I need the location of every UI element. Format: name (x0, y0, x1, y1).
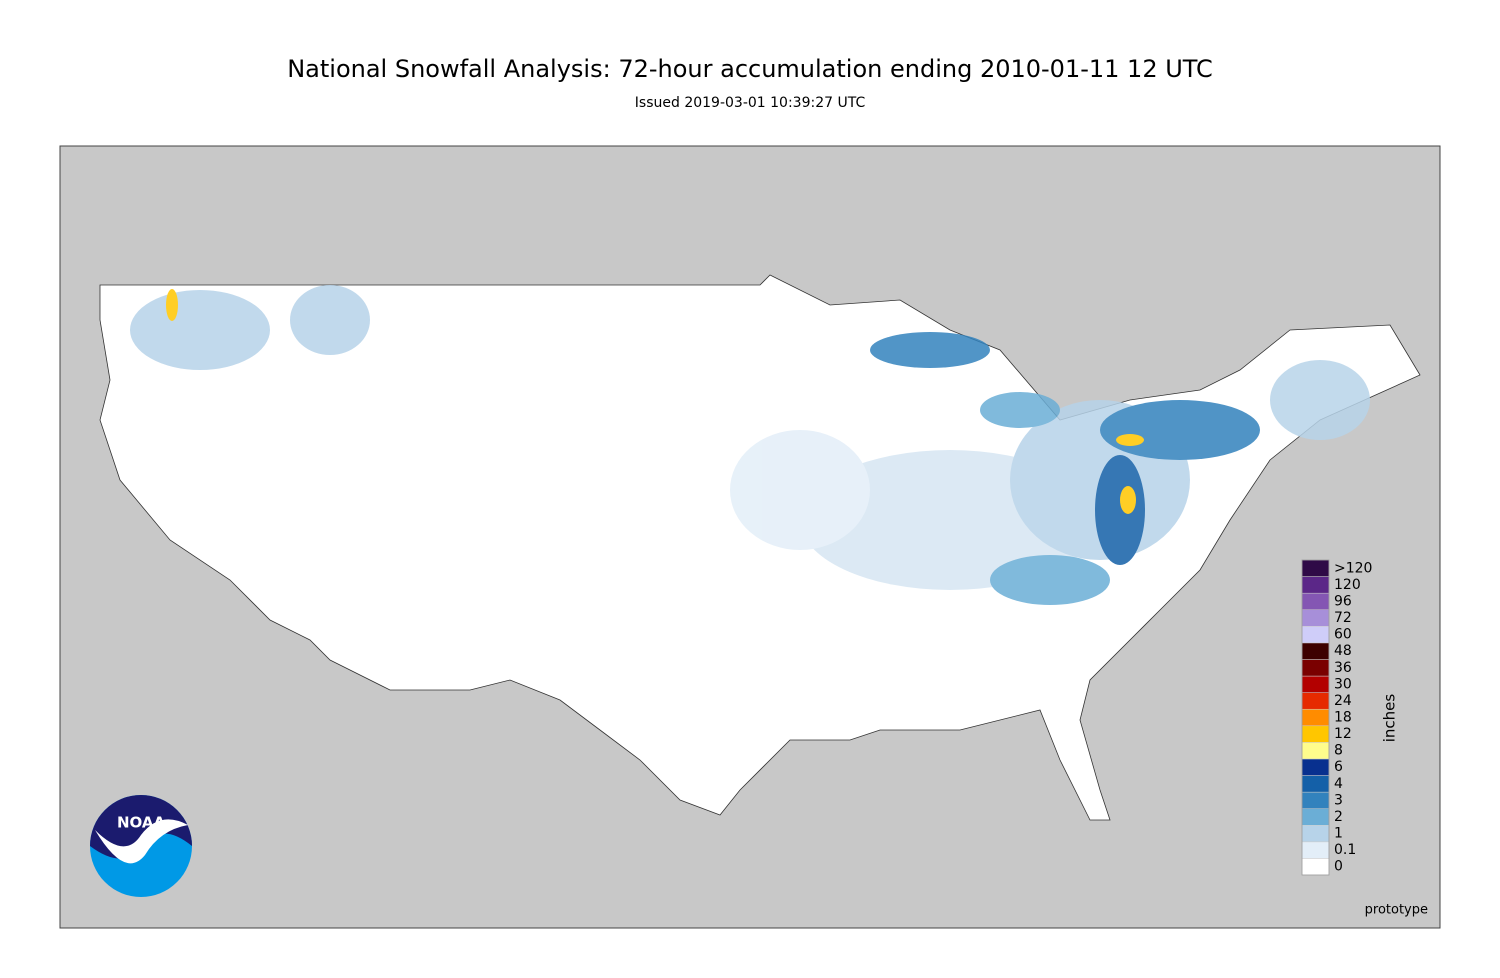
colorbar-label: 18 (1334, 710, 1352, 726)
colorbar-label: 48 (1334, 643, 1352, 659)
colorbar-unit: inches (1381, 694, 1399, 743)
map: NOAA prototype (59, 145, 1441, 929)
colorbar-box (1301, 592, 1330, 610)
colorbar-label: >120 (1334, 560, 1372, 576)
snow-areas (130, 285, 1370, 605)
colorbar-label: 30 (1334, 676, 1352, 692)
colorbar-box (1301, 626, 1330, 644)
snow-area (130, 290, 270, 370)
logo-text: NOAA (117, 814, 166, 832)
snow-area (730, 430, 870, 550)
colorbar-label: 60 (1334, 627, 1352, 643)
colorbar-label: 12 (1334, 726, 1352, 742)
colorbar-box (1301, 675, 1330, 693)
colorbar-box (1301, 576, 1330, 594)
footer: prototype (1365, 903, 1428, 918)
colorbar-label: 0 (1334, 859, 1343, 875)
colorbar-box (1301, 725, 1330, 743)
snow-area (1270, 360, 1370, 440)
logo-gull (95, 819, 188, 864)
colorbar-label: 0.1 (1334, 842, 1356, 858)
snow-area (870, 332, 990, 368)
colorbar-box (1301, 609, 1330, 627)
colorbar-frame (1301, 559, 1330, 876)
colorbar-box (1301, 841, 1330, 859)
logo-top (90, 795, 192, 859)
colorbar-box (1301, 742, 1330, 760)
colorbar-box (1301, 758, 1330, 776)
colorbar-label: 120 (1334, 577, 1361, 593)
colorbar-box (1301, 559, 1330, 577)
colorbar-box (1301, 775, 1330, 793)
colorbar-box (1301, 858, 1330, 876)
colorbar-label: 24 (1334, 693, 1352, 709)
colorbar-box (1301, 825, 1330, 843)
colorbar-label: 8 (1334, 743, 1343, 759)
colorbar-box (1301, 708, 1330, 727)
colorbar-box (1301, 791, 1330, 809)
us-land (99, 274, 1421, 821)
snow-area (980, 392, 1060, 428)
snow-area (1116, 434, 1144, 446)
snow-area (1100, 400, 1260, 460)
colorbar-box (1301, 659, 1330, 677)
snow-area (290, 285, 370, 355)
colorbar-label: 72 (1334, 610, 1352, 626)
colorbar-box (1301, 642, 1330, 660)
colorbar-label: 3 (1334, 792, 1343, 808)
colorbar-label: 1 (1334, 826, 1343, 842)
colorbar-label: 4 (1334, 776, 1343, 792)
noaa-logo: NOAA (90, 795, 192, 897)
colorbar-label: 36 (1334, 660, 1352, 676)
colorbar-box (1301, 808, 1330, 826)
snow-area (166, 289, 178, 321)
colorbar-label: 2 (1334, 809, 1343, 825)
colorbar-label: 6 (1334, 759, 1343, 775)
title: National Snowfall Analysis: 72-hour accu… (287, 55, 1213, 83)
snow-area (990, 555, 1110, 605)
snow-area (1120, 486, 1136, 514)
colorbar-box (1301, 692, 1330, 710)
subtitle: Issued 2019-03-01 10:39:27 UTC (635, 95, 866, 111)
snow-area (1095, 455, 1145, 565)
colorbar-label: 96 (1334, 593, 1352, 609)
